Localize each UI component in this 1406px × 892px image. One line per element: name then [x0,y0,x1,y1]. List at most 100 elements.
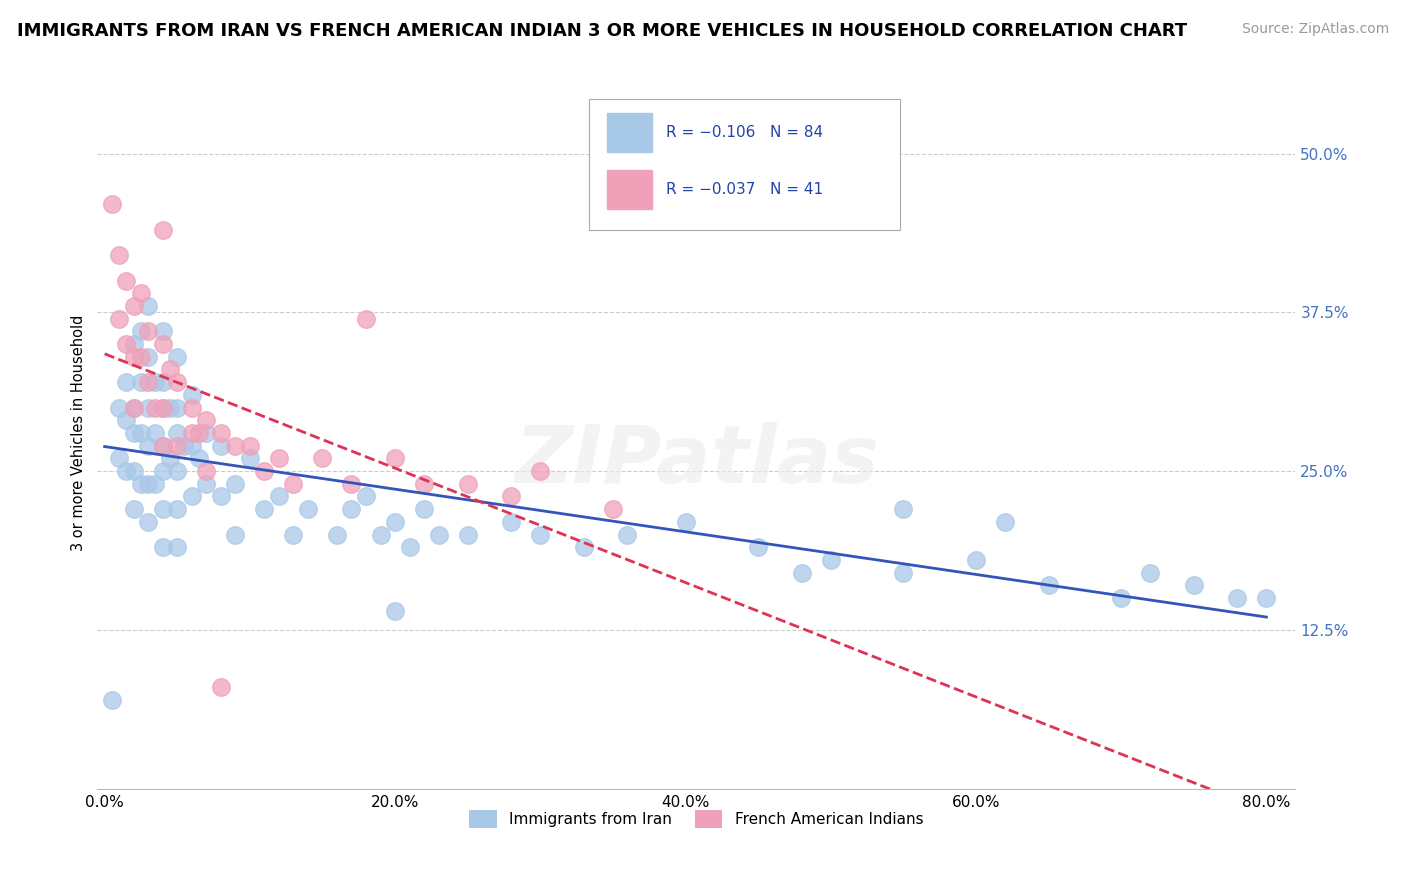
Point [145,476,167,491]
Point [136,325,159,339]
Point [195,476,218,491]
Point [166,464,188,478]
Point [413,476,436,491]
Point [152,439,174,453]
Point [152,439,174,453]
Point [115,413,138,427]
Point [747,541,769,555]
Text: R = −0.037   N = 41: R = −0.037 N = 41 [666,182,824,197]
Legend: Immigrants from Iran, French American Indians: Immigrants from Iran, French American In… [464,805,929,834]
Point [122,350,145,364]
Point [159,362,181,376]
Point [340,502,363,516]
Point [501,515,523,529]
Point [129,476,152,491]
Point [136,401,159,415]
Point [136,439,159,453]
Point [384,604,406,618]
Point [108,401,131,415]
Point [209,490,232,504]
Point [152,464,174,478]
Point [145,375,167,389]
Point [152,502,174,516]
Point [602,502,624,516]
Point [122,401,145,415]
Point [891,566,914,580]
Point [129,425,152,440]
Point [354,311,377,326]
Point [115,464,138,478]
Bar [606,113,652,153]
Point [195,464,218,478]
Point [166,350,188,364]
Point [136,515,159,529]
Point [129,286,152,301]
Point [129,350,152,364]
Point [145,425,167,440]
Point [224,476,246,491]
Point [180,490,202,504]
Point [370,527,392,541]
Point [152,541,174,555]
Point [994,515,1017,529]
Point [501,490,523,504]
Point [1139,566,1161,580]
Point [283,476,305,491]
Point [572,541,595,555]
Point [136,476,159,491]
Point [159,401,181,415]
Point [209,439,232,453]
Point [209,680,232,694]
Point [101,692,124,706]
Point [195,425,218,440]
Point [820,553,842,567]
Point [115,274,138,288]
Point [180,388,202,402]
FancyBboxPatch shape [589,99,900,230]
Point [166,502,188,516]
Point [253,502,276,516]
Point [1182,578,1205,592]
Point [398,541,420,555]
Point [129,375,152,389]
Point [790,566,813,580]
Point [267,451,290,466]
Point [122,425,145,440]
Point [122,502,145,516]
Point [891,502,914,516]
Point [166,401,188,415]
Point [224,439,246,453]
Point [340,476,363,491]
Point [115,375,138,389]
Point [180,425,202,440]
Point [239,451,262,466]
Point [166,439,188,453]
Point [297,502,319,516]
Point [457,527,479,541]
Text: IMMIGRANTS FROM IRAN VS FRENCH AMERICAN INDIAN 3 OR MORE VEHICLES IN HOUSEHOLD C: IMMIGRANTS FROM IRAN VS FRENCH AMERICAN … [17,22,1187,40]
Point [166,541,188,555]
Point [616,527,638,541]
Point [122,401,145,415]
Point [427,527,450,541]
Text: R = −0.106   N = 84: R = −0.106 N = 84 [666,126,824,140]
Point [145,401,167,415]
Point [253,464,276,478]
Point [965,553,987,567]
Point [136,350,159,364]
Point [152,223,174,237]
Point [166,375,188,389]
Point [529,464,551,478]
Point [122,299,145,313]
Point [354,490,377,504]
Point [1109,591,1132,605]
Point [129,325,152,339]
Point [180,401,202,415]
Point [136,375,159,389]
Text: Source: ZipAtlas.com: Source: ZipAtlas.com [1241,22,1389,37]
Point [209,425,232,440]
Point [283,527,305,541]
Point [152,401,174,415]
Point [384,515,406,529]
Point [188,451,211,466]
